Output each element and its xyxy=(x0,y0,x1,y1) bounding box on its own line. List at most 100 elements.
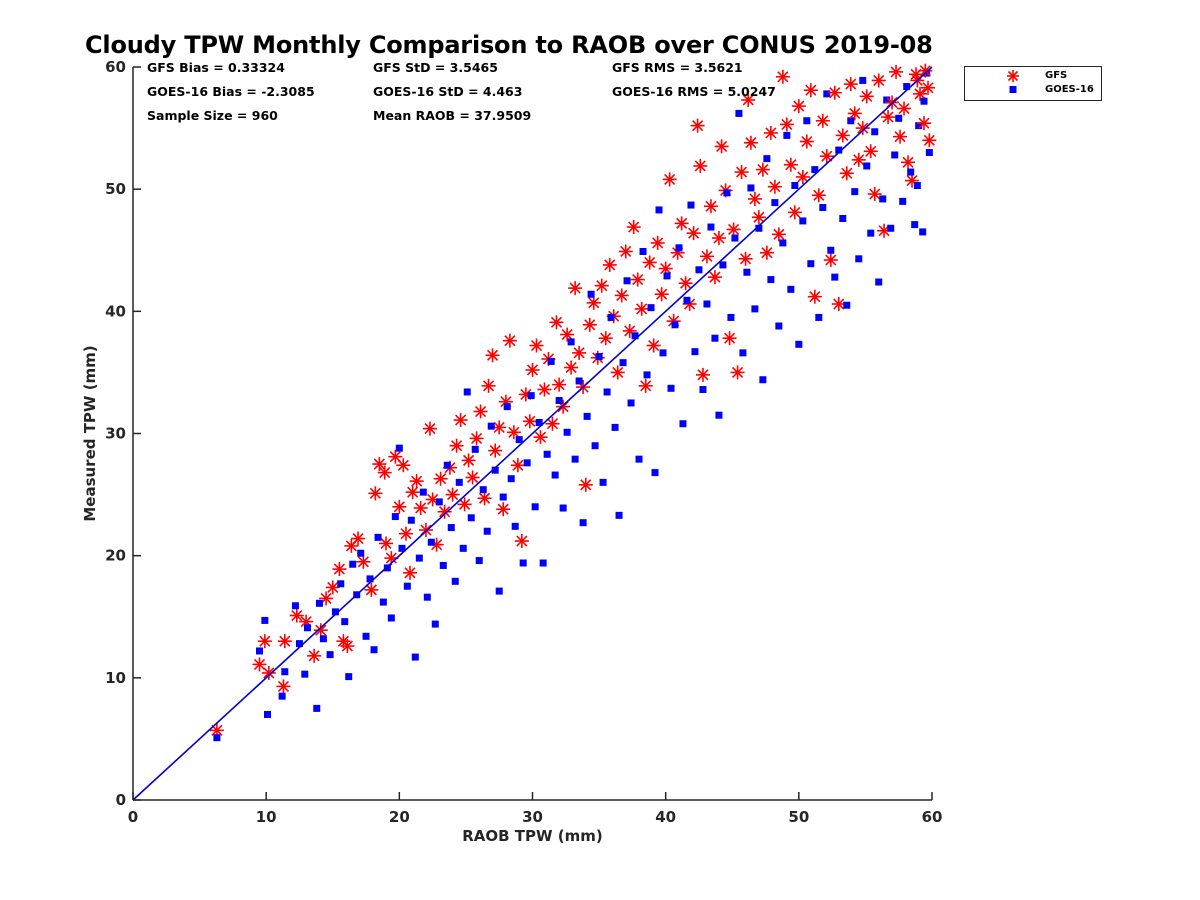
goes16-point xyxy=(823,90,831,98)
goes16-point xyxy=(919,228,927,236)
goes16-point xyxy=(763,155,771,163)
gfs-point xyxy=(582,317,597,332)
goes16-point xyxy=(867,229,875,237)
goes16-point xyxy=(587,290,595,298)
goes16-point xyxy=(455,478,463,486)
goes16-point xyxy=(319,635,327,643)
gfs-point xyxy=(678,276,693,291)
legend-label-goes16: GOES-16 xyxy=(1045,84,1094,95)
gfs-point xyxy=(913,86,928,101)
y-tick-label: 10 xyxy=(105,669,126,687)
goes16-point xyxy=(427,538,435,546)
goes16-point xyxy=(579,519,587,527)
gfs-point xyxy=(835,128,850,143)
goes16-point xyxy=(431,620,439,628)
goes16-point xyxy=(699,386,707,394)
gfs-point xyxy=(674,216,689,231)
gfs-point xyxy=(502,333,517,348)
legend-label-gfs: GFS xyxy=(1045,70,1068,81)
goes16-point xyxy=(395,444,403,452)
goes16-point xyxy=(370,646,378,654)
gfs-point xyxy=(893,129,908,144)
goes16-point xyxy=(683,296,691,304)
gfs-point xyxy=(514,534,529,549)
gfs-point xyxy=(823,253,838,268)
gfs-point xyxy=(453,413,468,428)
gfs-point xyxy=(413,501,428,516)
goes16-point xyxy=(755,224,763,232)
goes16-point xyxy=(583,412,591,420)
gfs-point xyxy=(368,486,383,501)
goes16-point xyxy=(531,503,539,511)
gfs-point xyxy=(449,438,464,453)
goes16-point xyxy=(423,593,431,601)
goes16-point xyxy=(337,580,345,588)
gfs-point xyxy=(261,665,276,680)
goes16-point xyxy=(875,278,883,286)
gfs-point xyxy=(564,360,579,375)
goes16-point xyxy=(643,371,651,379)
goes16-point xyxy=(727,313,735,321)
goes16-point xyxy=(345,673,353,681)
x-tick-label: 30 xyxy=(522,808,543,826)
gfs-point xyxy=(529,338,544,353)
y-tick-label: 0 xyxy=(116,791,126,809)
gfs-point xyxy=(398,526,413,541)
legend-item-gfs: GFS xyxy=(965,69,1101,83)
goes16-point xyxy=(379,598,387,606)
gfs-point xyxy=(707,270,722,285)
goes16-point xyxy=(563,428,571,436)
goes16-point xyxy=(315,599,323,607)
square-marker-icon xyxy=(1009,86,1017,93)
gfs-point xyxy=(594,278,609,293)
goes16-point xyxy=(779,239,787,247)
goes16-point xyxy=(771,199,779,207)
gfs-point xyxy=(847,106,862,121)
gfs-point xyxy=(510,458,525,473)
gfs-point xyxy=(465,470,480,485)
goes16-point xyxy=(815,313,823,321)
gfs-point xyxy=(897,101,912,116)
gfs-point xyxy=(811,188,826,203)
goes16-point xyxy=(555,397,563,405)
goes16-point xyxy=(567,338,575,346)
gfs-point xyxy=(889,64,904,79)
goes16-point xyxy=(499,493,507,501)
gfs-point xyxy=(787,205,802,220)
gfs-point xyxy=(743,135,758,150)
goes16-point xyxy=(759,376,767,384)
goes16-point xyxy=(851,188,859,196)
gfs-point xyxy=(867,187,882,202)
goes16-point xyxy=(403,582,411,590)
gfs-point xyxy=(755,162,770,177)
gfs-point xyxy=(921,80,936,95)
gfs-point xyxy=(545,416,560,431)
goes16-point xyxy=(667,384,675,392)
gfs-point xyxy=(726,222,741,237)
goes16-point xyxy=(635,455,643,463)
goes16-point xyxy=(679,420,687,428)
goes16-point xyxy=(839,214,847,222)
goes16-point xyxy=(295,640,303,648)
gfs-point xyxy=(325,580,340,595)
goes16-point xyxy=(735,109,743,117)
goes16-point xyxy=(415,554,423,562)
x-tick-label: 10 xyxy=(256,808,277,826)
gfs-point xyxy=(402,565,417,580)
gfs-point xyxy=(871,73,886,88)
goes16-point xyxy=(599,478,607,486)
legend: GFS GOES-16 xyxy=(964,66,1102,101)
goes16-point xyxy=(511,522,519,530)
goes16-point xyxy=(471,445,479,453)
goes16-point xyxy=(651,469,659,477)
gfs-point xyxy=(922,133,937,148)
gfs-point xyxy=(630,272,645,287)
goes16-point xyxy=(607,313,615,321)
goes16-point xyxy=(527,392,535,400)
goes16-point xyxy=(831,273,839,281)
goes-std: GOES-16 StD = 4.463 xyxy=(373,84,523,99)
gfs-point xyxy=(695,367,710,382)
gfs-point xyxy=(642,255,657,270)
gfs-point xyxy=(686,226,701,241)
